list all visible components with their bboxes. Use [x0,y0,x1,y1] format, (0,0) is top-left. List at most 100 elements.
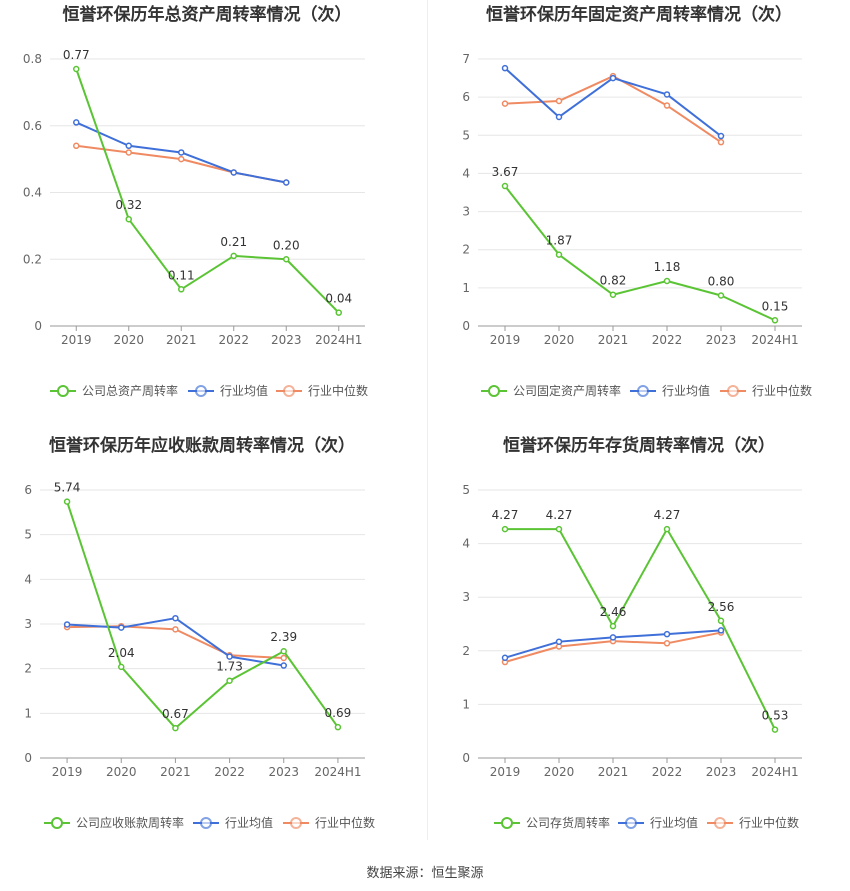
y-tick-label: 5 [24,528,32,542]
legend-marker-icon [51,817,63,829]
company-series-point [771,726,779,733]
industry-average-series-point [555,113,563,121]
company-series-point [771,317,779,324]
company-series-point [230,252,237,260]
chart-panel-receivables-turnover: 恒誉环保历年应收账款周转率情况（次） 0 1 2 3 4 5 6 2019 2020 2021 202… [0,430,425,860]
data-label: 0.77 [63,48,90,62]
company-series-point [501,182,509,190]
x-tick-label: 2019 [490,765,521,779]
chart-panel-inventory-turnover: 恒誉环保历年存货周转率情况（次） 0 1 2 3 4 5 2019 2020 2021 2022 20… [425,430,850,860]
industry-average-series-point [663,91,671,98]
y-tick-label: 4 [462,537,470,551]
y-tick-label: 0 [462,751,470,765]
y-tick-label: 5 [462,483,470,497]
industry-median-series-point [125,149,132,156]
company-series-line [504,185,776,322]
legend-label[interactable]: 行业均值 [662,383,710,398]
x-tick-label: 2022 [214,765,245,779]
industry-median-series-point [663,640,671,647]
chart-panel-fixed-asset-turnover: 恒誉环保历年固定资产周转率情况（次） 0 1 2 3 4 5 6 7 2019 2020 2021 20… [425,0,850,430]
industry-average-series-point [230,169,237,176]
data-label: 0.04 [325,292,352,306]
legend-label[interactable]: 行业均值 [650,815,698,830]
industry-average-series-point [609,634,617,641]
x-tick-label: 2024H1 [751,765,798,779]
industry-median-series-line [504,75,722,143]
legend-marker-icon [57,385,69,397]
x-tick-label: 2022 [652,765,683,779]
data-label: 1.18 [654,260,681,274]
data-label: 1.73 [216,660,243,674]
data-label: 0.32 [115,198,142,212]
x-tick-label: 2022 [218,333,249,347]
legend-label[interactable]: 行业中位数 [315,815,375,830]
industry-median-series-point [663,102,671,109]
industry-average-series-point [501,654,509,662]
x-tick-label: 2019 [490,333,521,347]
y-tick-label: 1 [462,697,470,711]
y-tick-label: 2 [462,644,470,658]
industry-average-series-point [118,624,125,631]
y-tick-label: 3 [462,205,470,219]
company-series-point [555,525,563,533]
industry-average-series-point [280,662,287,669]
data-label: 0.67 [162,707,189,721]
company-series-point [283,256,290,263]
legend-label[interactable]: 行业均值 [225,815,273,830]
industry-average-series-point [555,638,563,645]
company-series-point [717,617,725,625]
chart-title: 恒誉环保历年存货周转率情况（次） [503,435,775,456]
industry-average-series-line [67,617,284,667]
chart-title: 恒誉环保历年总资产周转率情况（次） [63,4,352,25]
industry-average-series-point [178,149,185,156]
y-tick-label: 4 [24,572,32,586]
data-label: 0.53 [762,709,789,723]
company-series-point [609,622,617,630]
industry-average-series-point [125,142,132,150]
data-label: 0.69 [325,706,352,720]
company-series-point [335,309,342,316]
x-tick-label: 2020 [113,333,144,347]
company-series-point [280,647,287,655]
industry-average-series-point [717,132,725,140]
legend-label[interactable]: 行业中位数 [752,383,812,398]
industry-median-series-point [501,100,509,107]
industry-median-series-point [73,142,80,150]
data-label: 2.46 [600,605,627,619]
legend-label[interactable]: 公司固定资产周转率 [513,383,621,398]
y-tick-label: 0 [462,319,470,333]
legend-marker-icon [283,385,295,397]
x-tick-label: 2023 [271,333,302,347]
y-tick-label: 2 [24,662,32,676]
y-tick-label: 3 [24,617,32,631]
legend-label[interactable]: 公司存货周转率 [526,815,610,830]
data-label: 2.04 [108,646,135,660]
company-series-point [125,215,132,223]
chart-title: 恒誉环保历年固定资产周转率情况（次） [486,4,792,25]
x-tick-label: 2022 [652,333,683,347]
legend-marker-icon [625,817,637,829]
legend-label[interactable]: 行业中位数 [308,383,368,398]
y-tick-label: 1 [462,281,470,295]
company-series-point [663,525,671,533]
legend-label[interactable]: 行业均值 [220,383,268,398]
legend-label[interactable]: 公司总资产周转率 [82,383,178,398]
legend-marker-icon [714,817,726,829]
company-series-point [63,498,71,505]
company-series-point [73,65,80,73]
industry-average-series-point [663,630,671,638]
x-tick-label: 2021 [598,333,629,347]
y-tick-label: 2 [462,243,470,257]
company-series-point [663,277,671,285]
x-tick-label: 2020 [544,765,575,779]
legend-label[interactable]: 公司应收账款周转率 [76,815,184,830]
data-label: 0.20 [273,238,300,252]
industry-median-series-point [717,138,725,146]
chart-svg: 恒誉环保历年存货周转率情况（次） 0 1 2 3 4 5 2019 2020 2021 2022 20… [462,435,802,830]
x-tick-label: 2019 [61,333,92,347]
industry-average-series-point [172,614,179,622]
legend-label[interactable]: 行业中位数 [739,815,799,830]
vertical-divider [427,0,428,840]
industry-average-series-point [717,627,725,634]
data-label: 0.11 [168,268,195,282]
